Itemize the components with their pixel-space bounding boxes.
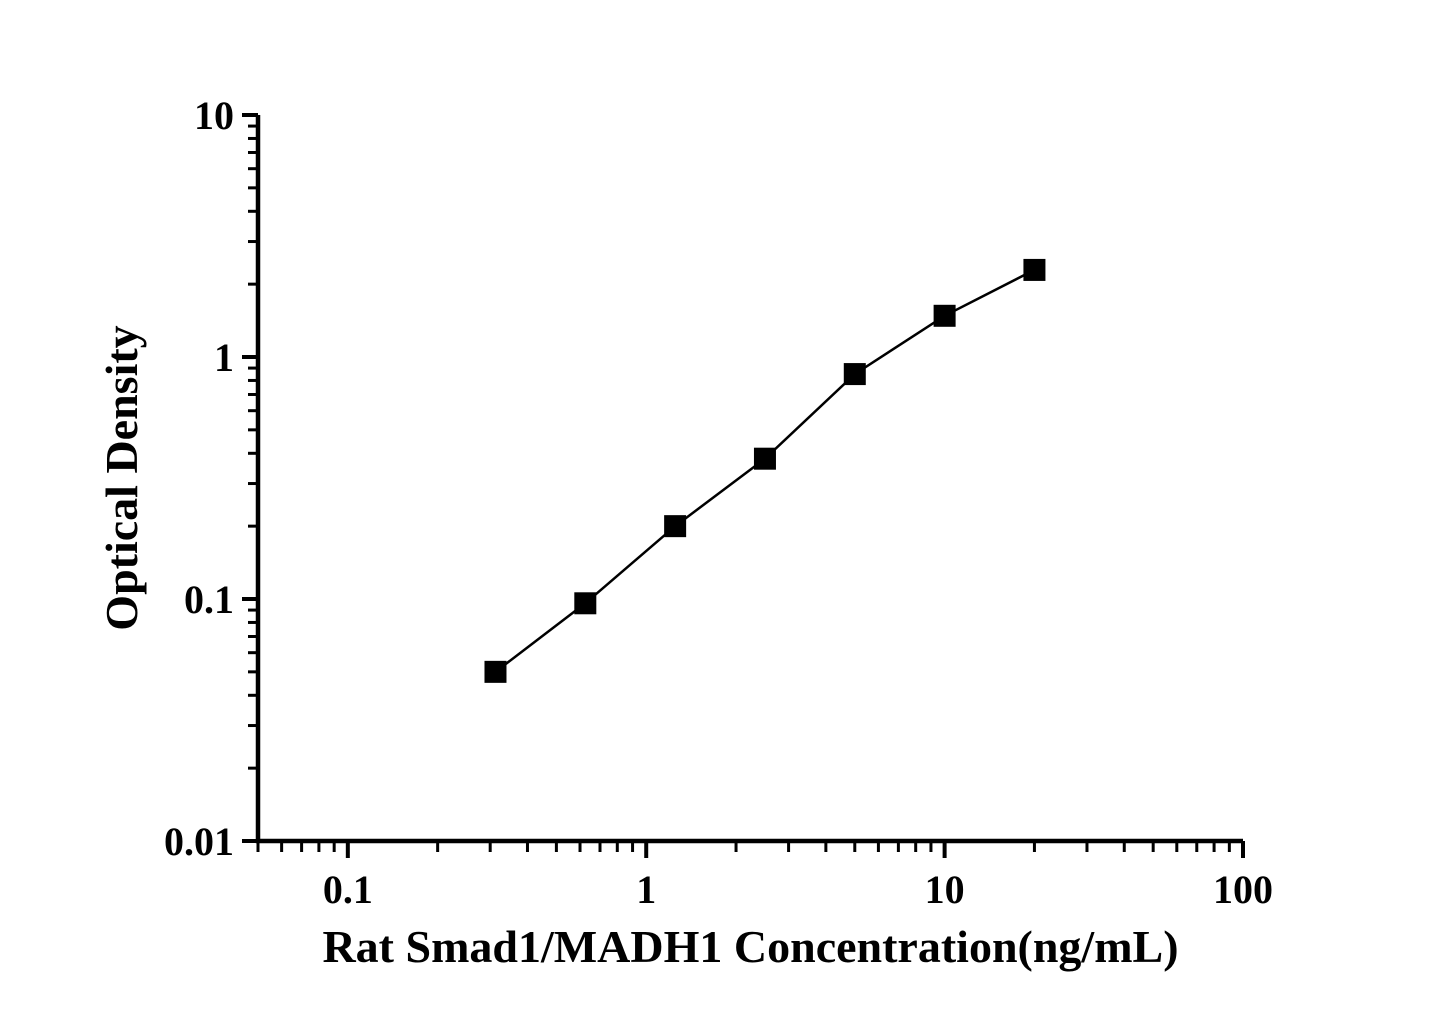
data-point-marker [574,592,597,615]
data-point-marker [664,515,687,538]
data-point-marker [933,304,956,327]
axis-frame [255,115,1243,844]
x-tick-label: 0.1 [323,867,373,912]
data-point-marker [843,363,866,386]
y-tick-label: 0.01 [164,819,234,864]
x-axis-title: Rat Smad1/MADH1 Concentration(ng/mL) [322,921,1179,972]
data-point-marker [753,447,776,470]
y-tick-label: 0.1 [184,577,234,622]
x-tick-label: 100 [1213,867,1273,912]
y-tick-label: 10 [194,93,234,138]
y-tick-label: 1 [214,335,234,380]
data-point-marker [484,660,507,683]
data-point-marker [1023,258,1046,281]
y-axis-title: Optical Density [96,325,147,631]
x-tick-label: 10 [925,867,965,912]
x-tick-label: 1 [636,867,656,912]
